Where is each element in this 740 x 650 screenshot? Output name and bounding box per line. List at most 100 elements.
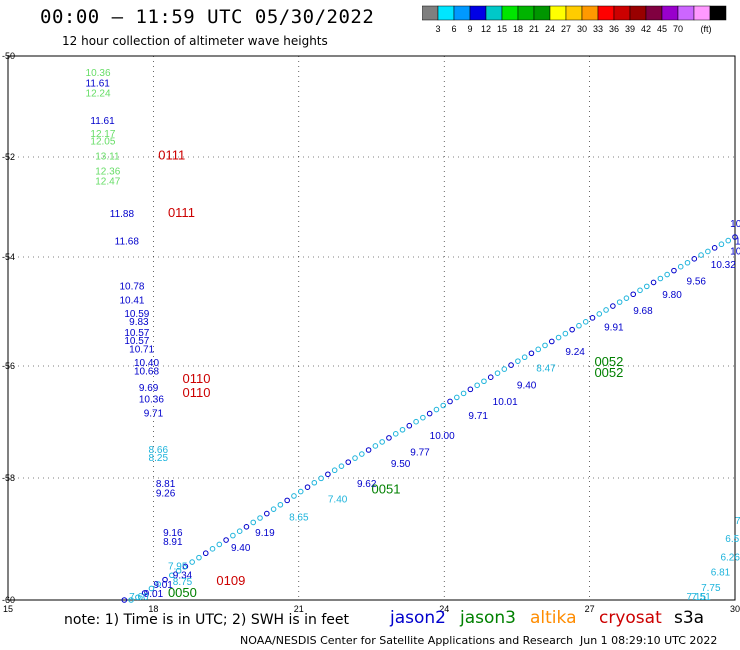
track-point bbox=[521, 354, 528, 361]
wave-height-label: 13.11 bbox=[95, 152, 120, 163]
wave-height-label: 12.05 bbox=[90, 136, 115, 147]
wave-height-label: 6.81 bbox=[711, 568, 731, 579]
track-point bbox=[399, 426, 406, 433]
wave-height-label: 10.59 bbox=[124, 309, 149, 320]
track-point bbox=[454, 394, 460, 401]
track-point bbox=[548, 338, 555, 345]
color-scale-label: 9 bbox=[467, 24, 472, 34]
track-point bbox=[589, 315, 596, 321]
wave-height-label: 9.80 bbox=[662, 290, 682, 301]
wave-height-label: 8.81 bbox=[156, 479, 176, 490]
x-tick-label: 27 bbox=[585, 604, 595, 614]
wave-height-label: 9.40 bbox=[517, 380, 537, 391]
track-time-label: 0109 bbox=[216, 573, 245, 588]
track-point bbox=[657, 275, 664, 282]
wave-height-label: 7.51 bbox=[691, 592, 711, 603]
wave-height-label: 8.75 bbox=[173, 577, 193, 588]
wave-height-label: 10.41 bbox=[119, 295, 144, 306]
track-point bbox=[352, 455, 358, 461]
track-point bbox=[671, 267, 677, 274]
x-tick-label: 21 bbox=[294, 604, 304, 614]
map-title: 00:00 – 11:59 UTC 05/30/2022 bbox=[40, 6, 375, 28]
track-point bbox=[562, 330, 569, 337]
wave-height-label: 9.71 bbox=[468, 411, 488, 422]
track-point bbox=[189, 559, 195, 565]
track-point bbox=[501, 366, 508, 372]
wave-height-label: 10.36 bbox=[139, 394, 164, 405]
track-point bbox=[264, 510, 270, 517]
wave-height-label: 8.25 bbox=[149, 453, 169, 464]
wave-height-label: 8.91 bbox=[163, 537, 183, 548]
track-point bbox=[318, 475, 324, 482]
wave-height-label: 11.88 bbox=[110, 209, 135, 220]
track-point bbox=[196, 554, 202, 561]
track-point bbox=[135, 594, 141, 601]
track-point bbox=[630, 291, 637, 298]
y-tick-label: -56 bbox=[2, 361, 15, 371]
wave-height-label: 9.71 bbox=[144, 408, 164, 419]
wave-height-label: 8.65 bbox=[289, 513, 309, 524]
wave-height-label: 6.5 bbox=[725, 534, 739, 545]
wave-height-label: 8.47 bbox=[536, 364, 556, 375]
wave-height-label: 10.68 bbox=[134, 366, 159, 377]
track-point bbox=[460, 390, 467, 397]
track-point bbox=[331, 467, 338, 474]
track-point bbox=[325, 471, 331, 478]
y-tick-label: -50 bbox=[2, 51, 15, 61]
track-point bbox=[420, 414, 426, 421]
wave-height-label: 11.61 bbox=[86, 78, 111, 89]
wave-height-label: 12.17 bbox=[90, 129, 115, 140]
track-point bbox=[297, 488, 304, 495]
color-scale-label: 12 bbox=[481, 24, 491, 34]
legend-s3a: s3a bbox=[674, 608, 705, 628]
wave-height-label: 9.69 bbox=[139, 383, 159, 394]
wave-height-label: 8.66 bbox=[149, 445, 169, 456]
map-subtitle: 12 hour collection of altimeter wave hei… bbox=[62, 34, 328, 48]
wave-height-label: 9.34 bbox=[173, 571, 193, 582]
wave-height-label: 7.15 bbox=[687, 592, 707, 603]
track-point bbox=[169, 572, 175, 579]
track-point bbox=[338, 463, 345, 469]
color-scale-label: 70 bbox=[673, 24, 683, 34]
color-scale-label: 45 bbox=[657, 24, 667, 34]
track-time-label: 0110 bbox=[182, 385, 210, 400]
track-point bbox=[705, 248, 711, 255]
track-point bbox=[698, 252, 704, 258]
track-point bbox=[128, 597, 134, 603]
wave-height-label: 6.26 bbox=[720, 552, 740, 563]
wave-height-label: 10.36 bbox=[86, 68, 111, 79]
track-point bbox=[508, 362, 514, 368]
track-point bbox=[216, 541, 223, 548]
wave-height-label: 11.68 bbox=[115, 237, 140, 248]
track-point bbox=[270, 506, 277, 512]
track-point bbox=[718, 241, 725, 248]
track-time-label: 0052 bbox=[594, 354, 623, 369]
wave-height-label: 9.16 bbox=[163, 528, 183, 539]
track-point bbox=[542, 342, 548, 349]
track-point bbox=[691, 256, 698, 262]
wave-height-label: 10.01 bbox=[493, 397, 518, 408]
track-point bbox=[345, 459, 352, 465]
wave-height-label: 11.61 bbox=[90, 116, 115, 127]
track-point bbox=[623, 295, 630, 301]
color-scale-legend: 3 6 9 12 15 18 21 24 27 30 33 36 39 42 45 70 (ft) bbox=[422, 5, 727, 34]
color-scale-label: 30 bbox=[577, 24, 587, 34]
color-scale-label: 39 bbox=[625, 24, 635, 34]
track-point bbox=[725, 237, 732, 244]
track-point bbox=[515, 358, 521, 364]
wave-height-label: 10.32 bbox=[711, 260, 736, 271]
track-point bbox=[182, 563, 189, 570]
wave-height-label: 7.60 bbox=[129, 592, 149, 603]
wave-height-label: 9.68 bbox=[633, 306, 653, 317]
track-point bbox=[250, 519, 257, 526]
color-scale-label: 33 bbox=[593, 24, 603, 34]
wave-height-label: 12.24 bbox=[86, 88, 111, 99]
track-point bbox=[555, 334, 562, 341]
track-point bbox=[494, 370, 501, 376]
track-point bbox=[711, 245, 718, 251]
track-point bbox=[576, 322, 582, 329]
track-point bbox=[291, 493, 297, 499]
track-point bbox=[447, 398, 453, 405]
track-point bbox=[162, 576, 168, 583]
